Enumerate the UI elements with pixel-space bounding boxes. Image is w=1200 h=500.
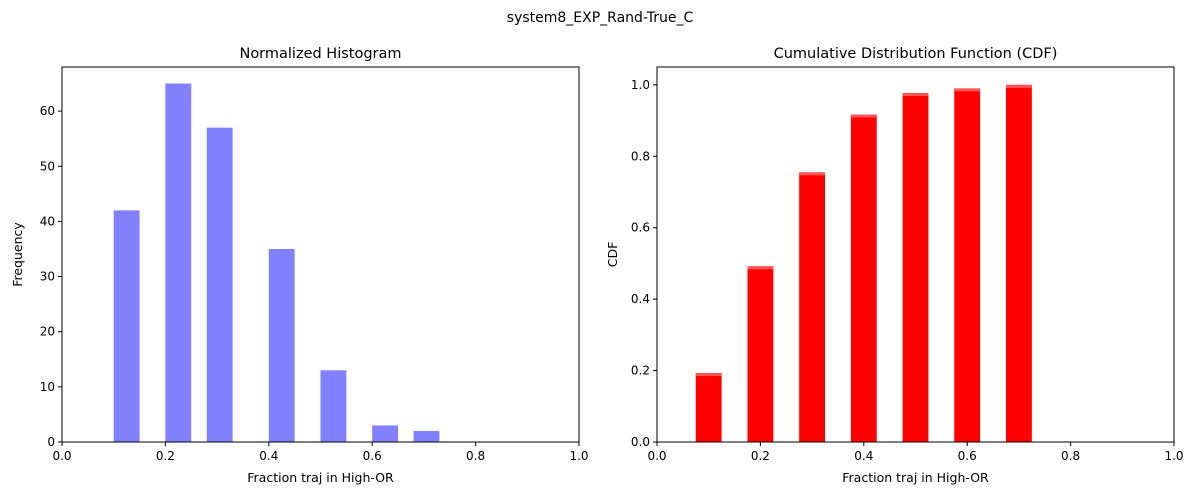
x-axis-label: Fraction traj in High-OR — [842, 470, 989, 485]
y-tick-label: 0.2 — [631, 364, 650, 378]
chart-title: Normalized Histogram — [239, 46, 401, 62]
bar-cap — [850, 114, 877, 118]
chart-panel-1: 0.0 0.2 0.4 0.6 0.8 1.0 0 10 20 30 40 50 60 Normalize… — [10, 46, 589, 485]
y-tick-label: 0.8 — [631, 149, 650, 163]
x-tick-label: 0.2 — [156, 449, 175, 463]
bar — [320, 370, 347, 442]
x-tick-label: 1.0 — [1164, 449, 1183, 463]
bar — [165, 83, 192, 442]
figure-suptitle: system8_EXP_Rand-True_C — [507, 10, 694, 26]
bar — [413, 430, 440, 442]
bar — [695, 373, 722, 442]
x-tick-label: 0.0 — [647, 449, 666, 463]
bar — [799, 172, 826, 443]
y-tick-label: 10 — [40, 380, 55, 394]
x-tick-label: 0.4 — [854, 449, 873, 463]
bar — [206, 127, 233, 442]
y-tick-label: 0 — [47, 435, 55, 449]
y-tick-label: 0.0 — [631, 435, 650, 449]
bar — [747, 266, 774, 442]
y-tick-label: 50 — [40, 159, 55, 173]
x-tick-label: 0.2 — [751, 449, 770, 463]
bar — [954, 88, 981, 443]
y-tick-label: 40 — [40, 214, 55, 228]
x-tick-label: 1.0 — [569, 449, 588, 463]
x-tick-label: 0.0 — [52, 449, 71, 463]
x-tick-label: 0.8 — [466, 449, 485, 463]
bar — [850, 114, 877, 442]
axes-frame — [656, 66, 1175, 443]
bar-cap — [1005, 84, 1032, 88]
bar-cap — [695, 373, 722, 377]
chart-panels: 0.0 0.2 0.4 0.6 0.8 1.0 0 10 20 30 40 50 60 Normalize… — [10, 46, 1184, 485]
bar-cap — [902, 93, 929, 97]
bar-cap — [799, 172, 826, 176]
chart-panel-2: 0.0 0.2 0.4 0.6 0.8 1.0 0.0 0.2 0.4 0.6 0.8 1.0 Cumu… — [605, 46, 1184, 485]
x-axis-label: Fraction traj in High-OR — [247, 470, 394, 485]
y-tick-label: 20 — [40, 325, 55, 339]
bar — [902, 93, 929, 442]
x-tick-label: 0.6 — [958, 449, 977, 463]
x-tick-label: 0.8 — [1061, 449, 1080, 463]
y-axis-label: Frequency — [10, 222, 25, 287]
bar-cap — [747, 266, 774, 270]
y-tick-label: 60 — [40, 104, 55, 118]
bar — [1005, 84, 1032, 443]
axes-frame — [61, 66, 580, 443]
y-tick-label: 30 — [40, 270, 55, 284]
y-tick-label: 1.0 — [631, 78, 650, 92]
bar — [372, 425, 399, 442]
y-axis-label: CDF — [605, 242, 620, 268]
bar-cap — [954, 88, 981, 92]
chart-title: Cumulative Distribution Function (CDF) — [774, 46, 1058, 62]
y-tick-label: 0.4 — [631, 292, 650, 306]
x-tick-label: 0.6 — [363, 449, 382, 463]
y-tick-label: 0.6 — [631, 221, 650, 235]
bar — [268, 248, 295, 442]
x-tick-label: 0.4 — [259, 449, 278, 463]
bar — [113, 210, 140, 442]
